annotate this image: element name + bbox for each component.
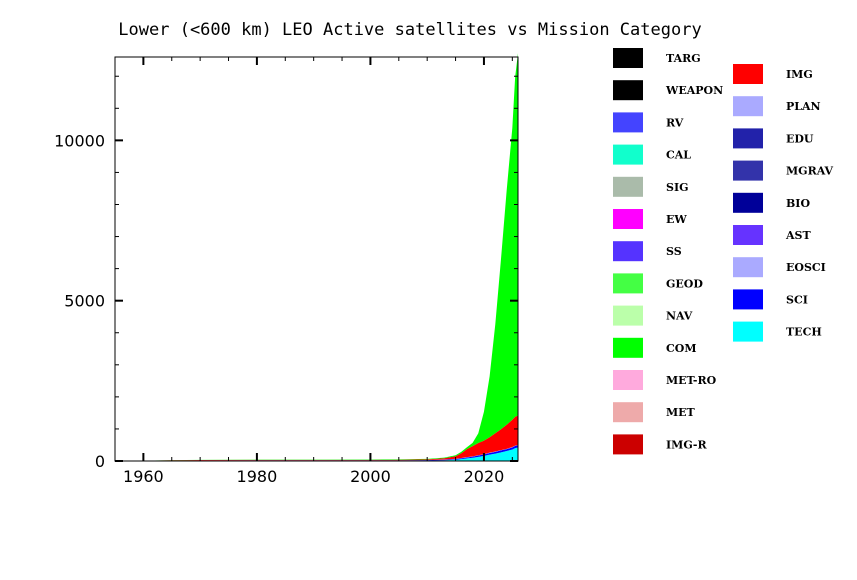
legend-label: COM — [666, 342, 697, 355]
legend-label: RV — [666, 116, 684, 129]
legend-swatch-eosci — [733, 257, 763, 278]
legend-swatch-sci — [733, 289, 763, 310]
legend-label: TECH — [786, 326, 822, 339]
legend-label: IMG — [786, 68, 813, 81]
legend-group: TARG WEAPON RV CAL SIG EW SS GEOD NAV COM MET-RO ME… — [613, 48, 833, 455]
legend-label: IMG-R — [666, 438, 707, 451]
y-tick-label: 10000 — [54, 131, 105, 150]
legend-label: WEAPON — [665, 84, 723, 97]
area-geod — [126, 53, 518, 461]
legend-swatch-rv — [613, 112, 643, 133]
legend-label: SCI — [786, 293, 808, 306]
area-com — [126, 53, 518, 462]
legend-label: AST — [785, 229, 811, 242]
legend-swatch-weapon — [613, 80, 643, 101]
legend-swatch-geod — [613, 273, 643, 294]
legend-swatch-cal — [613, 144, 643, 165]
x-tick-label: 1960 — [123, 467, 164, 486]
legend-swatch-mgrav — [733, 160, 763, 181]
legend-label: TARG — [666, 52, 701, 65]
legend-swatch-img — [733, 64, 763, 84]
legend-swatch-ss — [613, 241, 643, 262]
legend-swatch-edu — [733, 128, 763, 149]
legend-label: BIO — [786, 197, 810, 210]
axes-group: 1960 1980 2000 2020 0 5000 10000 — [54, 56, 519, 486]
chart-title: Lower (<600 km) LEO Active satellites vs… — [118, 20, 701, 40]
x-tick-label: 1980 — [237, 467, 278, 486]
legend-swatch-targ — [613, 48, 643, 68]
x-tick-label: 2000 — [350, 467, 391, 486]
legend-swatch-tech — [733, 321, 763, 342]
legend-label: MET-RO — [666, 374, 717, 387]
legend-label: SIG — [666, 181, 688, 194]
legend-label: CAL — [666, 149, 691, 162]
legend-label: MET — [666, 406, 696, 419]
x-tick-label: 2020 — [464, 467, 505, 486]
legend-label: EDU — [786, 132, 814, 145]
plot-frame — [114, 56, 519, 462]
legend-label: EOSCI — [786, 261, 826, 274]
legend-label: EW — [666, 213, 687, 226]
legend-swatch-com — [613, 337, 643, 358]
areas-group — [126, 53, 518, 462]
legend-label: SS — [666, 245, 682, 258]
y-tick-label: 0 — [95, 452, 105, 471]
legend-label: GEOD — [666, 277, 703, 290]
legend-swatch-ew — [613, 209, 643, 229]
legend-swatch-sig — [613, 176, 643, 197]
legend-swatch-met-ro — [613, 370, 643, 390]
legend-swatch-img-r — [613, 434, 643, 455]
legend-swatch-met — [613, 402, 643, 423]
legend-swatch-plan — [733, 96, 763, 117]
area-tech — [126, 447, 518, 461]
legend-swatch-ast — [733, 225, 763, 245]
y-tick-label: 5000 — [64, 292, 105, 311]
legend-swatch-nav — [613, 305, 643, 326]
legend-label: PLAN — [786, 100, 821, 113]
legend-swatch-bio — [733, 192, 763, 213]
legend-label: NAV — [666, 310, 693, 323]
legend-label: MGRAV — [786, 165, 833, 178]
